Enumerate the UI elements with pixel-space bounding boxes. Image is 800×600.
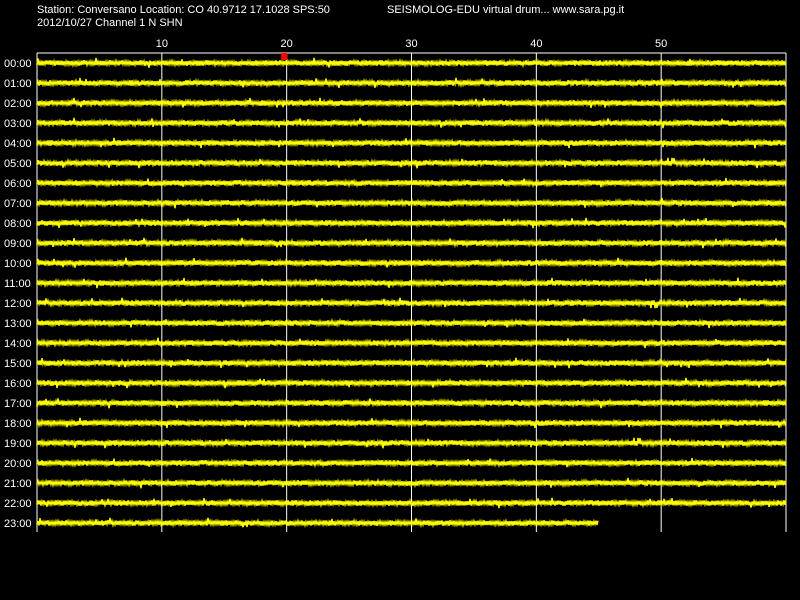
trace-row xyxy=(36,257,787,269)
trace-row xyxy=(36,177,787,189)
hour-label: 14:00 xyxy=(4,338,32,350)
trace-row xyxy=(36,117,787,129)
minute-tick-label: 30 xyxy=(405,38,417,50)
hour-label: 00:00 xyxy=(4,58,32,70)
hour-label: 11:00 xyxy=(4,278,31,290)
trace-row xyxy=(36,377,787,389)
hour-label: 01:00 xyxy=(4,78,32,90)
hour-label: 02:00 xyxy=(4,98,32,110)
hour-label: 09:00 xyxy=(4,238,32,250)
date-channel-label: 2012/10/27 Channel 1 N SHN xyxy=(37,17,183,29)
hour-labels: 00:00 01:00 02:00 03:00 04:00 05:00 06:00 07:00… xyxy=(4,58,32,530)
trace-row xyxy=(36,477,787,489)
app-title: SEISMOLOG-EDU virtual drum... www.sara.p… xyxy=(387,4,625,16)
hour-label: 22:00 xyxy=(4,498,32,510)
trace-row xyxy=(36,157,787,169)
trace-row xyxy=(36,337,787,349)
hour-label: 07:00 xyxy=(4,198,32,210)
trace-row xyxy=(36,417,787,429)
trace-row xyxy=(36,497,787,509)
hour-label: 18:00 xyxy=(4,418,32,430)
hour-label: 12:00 xyxy=(4,298,32,310)
trace-row xyxy=(36,57,787,69)
trace-row xyxy=(36,237,787,249)
trace-row xyxy=(36,97,787,109)
trace-row xyxy=(36,357,787,369)
hour-label: 03:00 xyxy=(4,118,32,130)
trace-row xyxy=(36,397,787,409)
hour-label: 15:00 xyxy=(4,358,32,370)
trace-row xyxy=(36,317,787,329)
hour-label: 04:00 xyxy=(4,138,32,150)
hour-label: 08:00 xyxy=(4,218,32,230)
station-info: Station: Conversano Location: CO 40.9712… xyxy=(37,4,330,16)
seismic-traces xyxy=(36,57,787,529)
trace-row xyxy=(36,77,787,89)
trace-row xyxy=(36,217,787,229)
minute-tick-label: 20 xyxy=(281,38,293,50)
minute-grid xyxy=(36,52,787,532)
time-marker xyxy=(281,53,288,60)
hour-label: 10:00 xyxy=(4,258,32,270)
hour-label: 23:00 xyxy=(4,518,32,530)
trace-row xyxy=(36,137,787,149)
trace-row xyxy=(36,297,787,309)
hour-label: 21:00 xyxy=(4,478,32,490)
minute-tick-label: 10 xyxy=(156,38,168,50)
trace-row xyxy=(36,437,787,449)
trace-row xyxy=(36,517,599,529)
minute-tick-label: 40 xyxy=(530,38,542,50)
trace-row xyxy=(36,457,787,469)
time-marker-box xyxy=(281,53,288,60)
hour-label: 16:00 xyxy=(4,378,32,390)
hour-label: 20:00 xyxy=(4,458,32,470)
hour-label: 13:00 xyxy=(4,318,32,330)
trace-row xyxy=(36,277,787,289)
hour-label: 19:00 xyxy=(4,438,32,450)
hour-label: 17:00 xyxy=(4,398,32,410)
minute-tick-labels: 10 20 30 40 50 xyxy=(156,38,668,50)
trace-row xyxy=(36,197,787,209)
minute-tick-label: 50 xyxy=(655,38,667,50)
hour-label: 06:00 xyxy=(4,178,32,190)
hour-label: 05:00 xyxy=(4,158,32,170)
